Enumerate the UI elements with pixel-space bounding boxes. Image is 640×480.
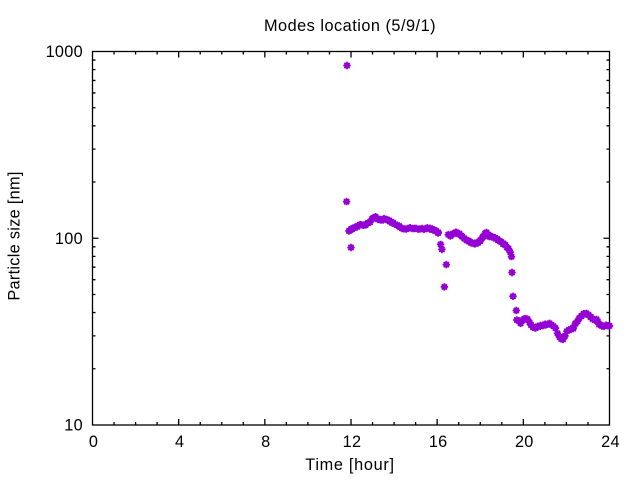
- svg-text:20: 20: [515, 433, 534, 451]
- svg-text:16: 16: [429, 433, 448, 451]
- svg-text:Particle size [nm]: Particle size [nm]: [6, 171, 24, 300]
- svg-text:12: 12: [343, 433, 362, 451]
- svg-text:4: 4: [175, 433, 184, 451]
- svg-text:Time [hour]: Time [hour]: [305, 456, 394, 474]
- svg-text:24: 24: [601, 433, 620, 451]
- svg-text:10: 10: [64, 417, 83, 435]
- svg-text:0: 0: [89, 433, 98, 451]
- svg-text:8: 8: [261, 433, 270, 451]
- svg-text:1000: 1000: [46, 43, 83, 61]
- svg-text:Modes location (5/9/1): Modes location (5/9/1): [264, 17, 436, 35]
- svg-text:100: 100: [55, 230, 83, 248]
